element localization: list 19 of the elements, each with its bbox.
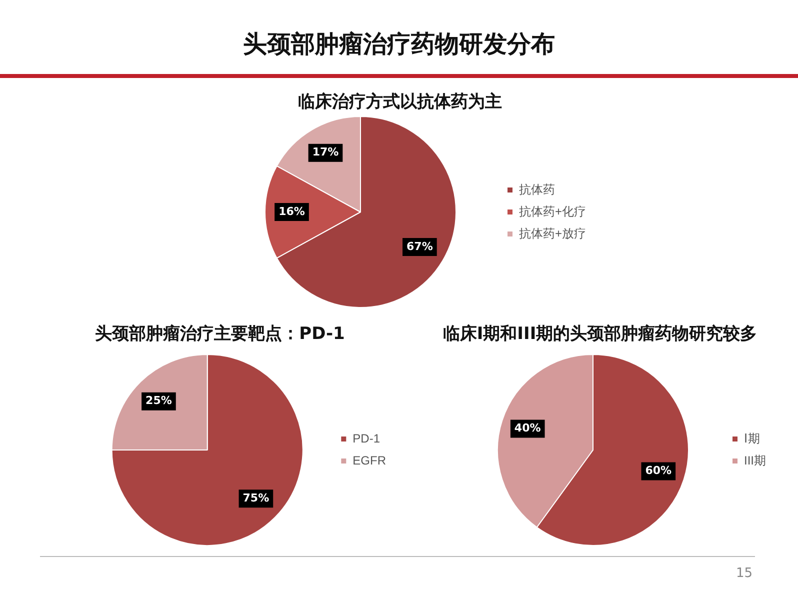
data-label: 75% — [242, 491, 270, 504]
legend-label: 抗体药+放疗 — [518, 226, 586, 240]
data-label: 25% — [146, 394, 172, 408]
chart-title: 头颈部肿瘤治疗主要靶点：PD-1 — [95, 323, 345, 345]
data-label: 16% — [278, 204, 305, 218]
legend-label: 抗体药+化疗 — [518, 204, 586, 218]
legend-label: PD-1 — [352, 431, 380, 446]
chart-title: 临床I期和III期的头颈部肿瘤药物研究较多 — [442, 323, 758, 345]
legend-label: Ⅰ期 — [744, 431, 760, 446]
data-label: 60% — [645, 464, 672, 478]
chart-title: 临床治疗方式以抗体药为主 — [298, 91, 502, 113]
data-label: 67% — [406, 240, 433, 253]
text: 头颈部肿瘤治疗药物研发分布 — [242, 29, 556, 60]
data-label: 17% — [312, 146, 339, 159]
text: 15 — [736, 566, 753, 581]
data-label: 40% — [514, 422, 541, 435]
legend-label: III期 — [744, 453, 766, 468]
legend-label: 抗体药 — [518, 182, 555, 196]
legend-label: EGFR — [352, 453, 386, 468]
